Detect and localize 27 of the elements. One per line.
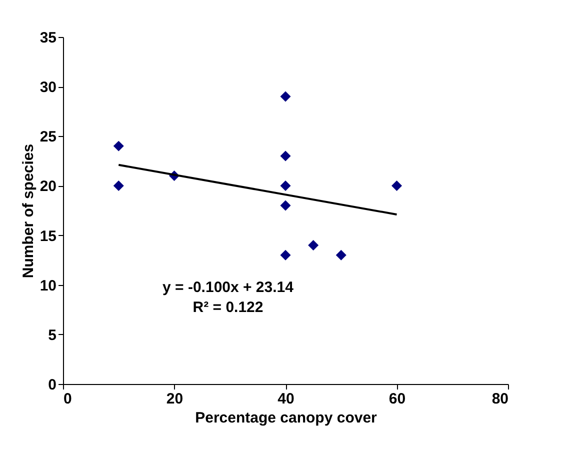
y-tick-label: 25 — [40, 128, 56, 146]
y-tick-label: 30 — [40, 79, 56, 96]
y-tick-label: 35 — [40, 30, 56, 46]
point — [113, 180, 124, 191]
x-tick-label: 40 — [278, 390, 294, 408]
x-tick-label: 20 — [166, 390, 184, 408]
y-tick-label: 15 — [40, 228, 56, 245]
point — [280, 150, 291, 162]
x-tick-label: 0 — [64, 390, 72, 408]
x-tick-label: 80 — [492, 390, 508, 408]
point — [280, 250, 291, 260]
y-tick-label: 5 — [48, 326, 56, 344]
y-tick-label: 20 — [40, 178, 56, 196]
point — [336, 250, 346, 260]
point — [280, 91, 291, 102]
x-axis-title: Percentage canopy cover — [195, 410, 378, 426]
point — [308, 240, 319, 250]
y-tick-label: 10 — [40, 277, 56, 294]
annotation: R² = 0.122 — [192, 299, 264, 316]
x-tick-label: 60 — [388, 390, 406, 408]
point — [392, 180, 402, 191]
point — [280, 200, 291, 211]
point — [113, 140, 124, 152]
y-tick-label: 0 — [48, 376, 56, 394]
annotation: y = -0.100x + 23.14 — [162, 279, 294, 296]
y-axis-title: Number of species — [20, 144, 37, 278]
point — [280, 180, 291, 191]
